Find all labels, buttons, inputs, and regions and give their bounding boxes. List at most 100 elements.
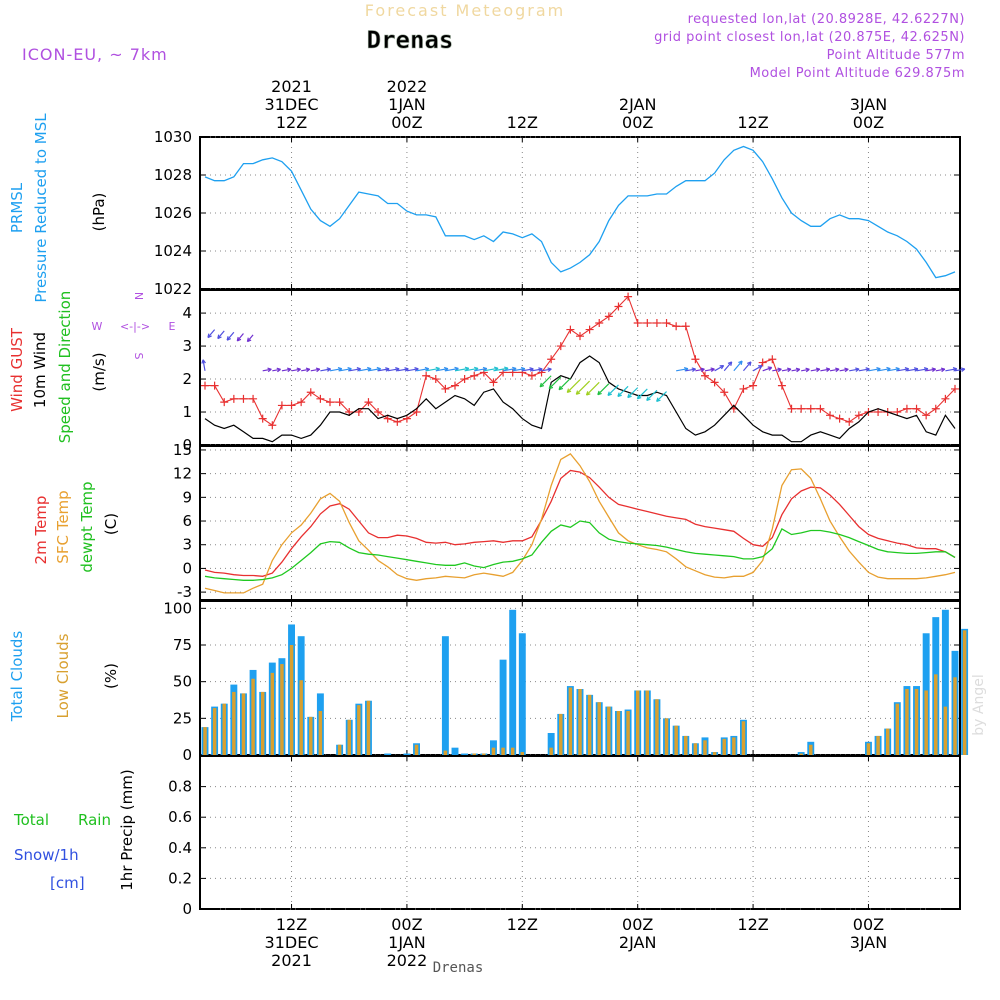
wind-arrow-head bbox=[777, 367, 782, 373]
wind-arrow bbox=[916, 368, 929, 372]
low-cloud-bar bbox=[866, 743, 871, 755]
wind-arrow bbox=[522, 368, 534, 372]
location-title: Drenas bbox=[367, 26, 454, 54]
low-cloud-bar bbox=[472, 753, 476, 755]
wind-arrow-head bbox=[683, 366, 689, 372]
wind-arrow-head bbox=[646, 396, 651, 402]
low-cloud-bar bbox=[318, 711, 323, 755]
wind-arrow bbox=[435, 368, 449, 372]
top-time-label: 12Z bbox=[276, 113, 307, 132]
wind-arrow-head bbox=[636, 394, 642, 400]
low-cloud-bar bbox=[270, 672, 275, 755]
series-line-gust bbox=[205, 295, 956, 427]
wind-arrow bbox=[676, 368, 689, 372]
wind-arrow-head bbox=[276, 367, 281, 373]
low-cloud-bar bbox=[876, 735, 880, 755]
total-clouds-label: Total Clouds bbox=[8, 631, 26, 723]
wind-arrow bbox=[906, 368, 919, 372]
wind-arrow bbox=[617, 385, 629, 397]
bottom-time-label: 31DEC bbox=[265, 933, 319, 952]
wind-arrow bbox=[636, 388, 648, 400]
wind-arrow bbox=[531, 368, 543, 372]
wind-arrow-head bbox=[886, 366, 891, 372]
precip-snow-label: Snow/1h bbox=[14, 846, 79, 864]
bottom-time-label: 12Z bbox=[737, 915, 768, 934]
wind-arrow bbox=[820, 368, 830, 372]
wind-arrow bbox=[566, 379, 581, 393]
wind-arrow-head bbox=[585, 391, 591, 396]
gust-point bbox=[749, 381, 758, 390]
wind-arrow bbox=[858, 368, 870, 372]
wind-arrow-head bbox=[913, 367, 919, 372]
watermark: by Angel bbox=[971, 674, 987, 735]
gust-point bbox=[739, 384, 748, 393]
temp-dewpt-label: dewpt Temp bbox=[78, 481, 96, 572]
wind-arrow bbox=[695, 368, 705, 372]
gust-point bbox=[922, 411, 931, 420]
low-cloud-bar bbox=[510, 747, 515, 755]
wind-arrow bbox=[349, 368, 361, 372]
wind-arrow-head bbox=[356, 367, 362, 372]
clouds-unit: (%) bbox=[102, 663, 120, 689]
gust-point bbox=[806, 404, 815, 413]
low-cloud-bar bbox=[905, 689, 909, 755]
wind-arrow bbox=[272, 368, 281, 372]
gust-point bbox=[364, 398, 373, 407]
low-cloud-bar bbox=[895, 703, 900, 755]
wind-arrow-head bbox=[424, 366, 430, 372]
top-time-label: 31DEC bbox=[265, 95, 319, 114]
gust-point bbox=[797, 404, 806, 413]
wind-arrow bbox=[262, 368, 272, 372]
low-cloud-bar bbox=[674, 725, 678, 755]
low-cloud-bar bbox=[280, 664, 284, 755]
gust-point bbox=[931, 404, 940, 413]
wind-arrow-head bbox=[931, 367, 936, 373]
series-line-pressure bbox=[204, 145, 956, 279]
wind-arrow-head bbox=[923, 367, 929, 372]
panel-temperature: -3 0 3 6 9 12 15 bbox=[173, 441, 961, 601]
wind-arrow bbox=[935, 368, 945, 372]
wind-arrow-head bbox=[758, 364, 763, 370]
wind-arrow bbox=[301, 368, 310, 372]
gust-point bbox=[787, 404, 796, 413]
wind-arrow bbox=[246, 334, 254, 342]
wind-arrow-head bbox=[727, 361, 733, 366]
precip-rain-label: Rain bbox=[78, 811, 111, 829]
wind-arrow bbox=[377, 368, 390, 372]
wind-arrow-head bbox=[835, 367, 840, 373]
temp-sfc-label: SFC Temp bbox=[54, 490, 72, 563]
gust-point bbox=[508, 368, 517, 377]
low-cloud-bar bbox=[260, 691, 265, 755]
wind-arrow-head bbox=[520, 366, 526, 372]
wind-arrow bbox=[945, 368, 957, 372]
wind-arrow bbox=[406, 368, 419, 372]
wind-arrow bbox=[502, 367, 517, 372]
y-tick-label: 0.4 bbox=[168, 839, 192, 857]
compass-north: N bbox=[132, 292, 145, 300]
low-cloud-bar bbox=[289, 645, 294, 755]
gust-point bbox=[326, 398, 334, 407]
series-line-sfc bbox=[204, 453, 956, 594]
gust-point bbox=[201, 381, 209, 390]
bottom-time-label: 1JAN bbox=[388, 933, 426, 952]
wind-arrow bbox=[310, 368, 320, 372]
gust-point bbox=[624, 292, 633, 301]
wind-arrow-head bbox=[548, 384, 554, 390]
bottom-time-label: 12Z bbox=[276, 915, 307, 934]
low-cloud-bar bbox=[741, 721, 746, 755]
wind-arrow-head bbox=[246, 337, 252, 343]
gust-point bbox=[547, 355, 556, 364]
total-cloud-bar bbox=[518, 633, 526, 755]
wind-arrow bbox=[358, 368, 372, 372]
low-cloud-bar bbox=[357, 705, 361, 755]
low-cloud-bar bbox=[299, 680, 303, 755]
total-cloud-bar bbox=[547, 733, 555, 755]
gust-point bbox=[499, 368, 508, 377]
wind-10m-label: 10m Wind bbox=[31, 332, 49, 408]
wind-arrow bbox=[281, 368, 292, 372]
gust-point bbox=[681, 322, 690, 331]
wind-arrow bbox=[685, 368, 696, 372]
wind-arrow bbox=[877, 368, 891, 372]
gust-point bbox=[277, 401, 286, 410]
